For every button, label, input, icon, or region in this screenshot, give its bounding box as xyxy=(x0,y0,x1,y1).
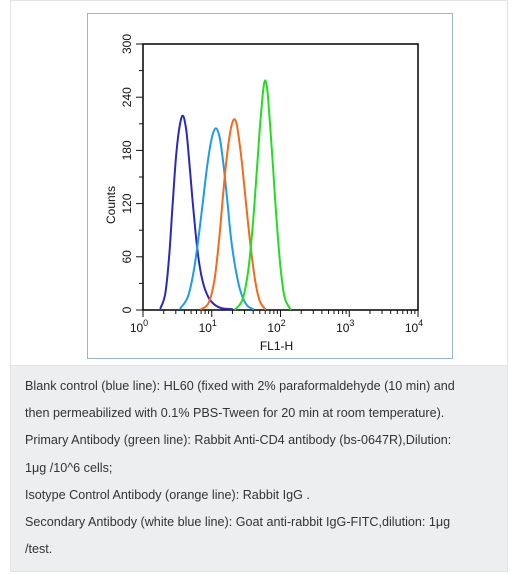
series-line-2 xyxy=(179,127,255,311)
x-tick-label: 102 xyxy=(267,318,285,335)
y-tick-label: 60 xyxy=(120,250,134,264)
caption-line: then permeabilized with 0.1% PBS-Tween f… xyxy=(25,406,445,421)
x-tick-label: 100 xyxy=(130,318,148,335)
y-tick-label: 180 xyxy=(120,140,134,160)
figure-caption: Blank control (blue line): HL60 (fixed w… xyxy=(10,366,508,572)
y-tick-label: 240 xyxy=(120,87,134,107)
caption-line: Blank control (blue line): HL60 (fixed w… xyxy=(25,379,455,393)
histogram-panel: 100 101 102 103 104 0 60 120 180 240 300 FL1-H Count… xyxy=(87,13,453,359)
x-axis-label: FL1-H xyxy=(260,339,293,353)
series-line-1 xyxy=(159,114,234,311)
x-tick-label: 101 xyxy=(199,318,217,335)
x-tick-label: 103 xyxy=(336,318,354,335)
figure-image: 100 101 102 103 104 0 60 120 180 240 300 FL1-H Count… xyxy=(10,0,508,366)
caption-line: Secondary Antibody (white blue line): Go… xyxy=(25,515,451,530)
series-line-3 xyxy=(200,118,267,311)
y-tick-label: 300 xyxy=(120,34,134,54)
caption-line: Primary Antibody (green line): Rabbit An… xyxy=(25,433,452,448)
y-tick-label: 0 xyxy=(120,306,134,313)
flow-cytometry-histogram: 100 101 102 103 104 0 60 120 180 240 300 FL1-H Count… xyxy=(104,34,423,353)
caption-line: 1μg /10^6 cells; xyxy=(25,460,113,475)
caption-line: Isotype Control Antibody (orange line): … xyxy=(25,487,310,502)
y-tick-label: 120 xyxy=(120,193,134,213)
caption-line: /test. xyxy=(25,542,53,557)
y-axis-label: Counts xyxy=(104,186,118,224)
x-tick-label: 104 xyxy=(405,318,423,335)
series-line-4 xyxy=(234,79,292,311)
